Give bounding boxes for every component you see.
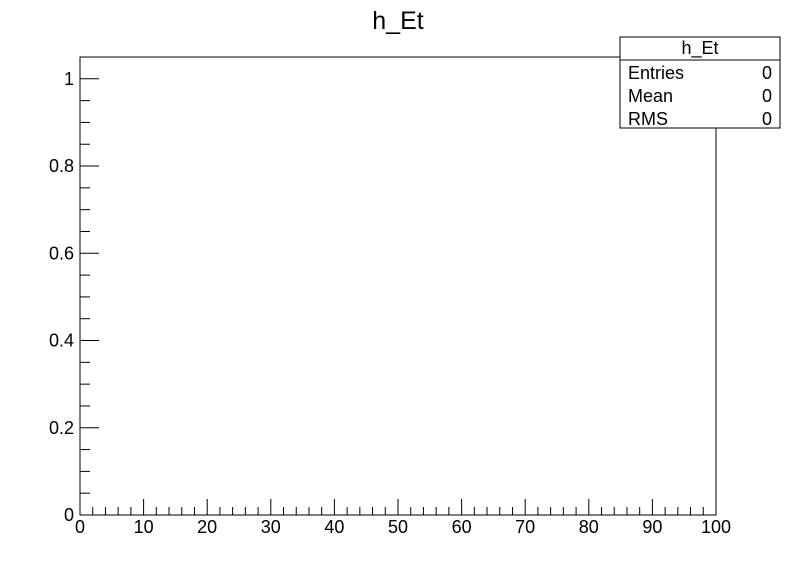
x-tick-label: 90 [642,517,662,537]
stats-label-entries: Entries [628,63,684,83]
stats-box: h_Et Entries 0 Mean 0 RMS 0 [619,36,781,129]
chart-title: h_Et [372,7,423,35]
x-tick-label: 30 [261,517,281,537]
y-tick-label: 0.6 [49,243,74,263]
stats-value-rms: 0 [762,109,772,129]
x-tick-label: 20 [197,517,217,537]
y-tick-label: 0 [64,505,74,525]
x-axis: 0 10 20 30 40 50 60 70 80 90 100 [75,499,731,537]
y-tick-label: 0.2 [49,418,74,438]
y-axis: 0 0.2 0.4 0.6 0.8 1 [49,56,99,525]
stats-value-mean: 0 [762,86,772,106]
x-tick-label: 100 [701,517,731,537]
stats-label-mean: Mean [628,86,673,106]
stats-box-frame [619,36,781,129]
x-tick-label: 0 [75,517,85,537]
x-tick-label: 60 [452,517,472,537]
x-tick-label: 40 [324,517,344,537]
y-tick-label: 0.8 [49,156,74,176]
y-tick-label: 0.4 [49,331,74,351]
y-tick-label: 1 [64,69,74,89]
stats-label-rms: RMS [628,109,668,129]
stats-box-title: h_Et [681,38,718,59]
x-tick-label: 70 [515,517,535,537]
stats-value-entries: 0 [762,63,772,83]
x-tick-label: 80 [579,517,599,537]
x-tick-label: 50 [388,517,408,537]
x-tick-label: 10 [134,517,154,537]
